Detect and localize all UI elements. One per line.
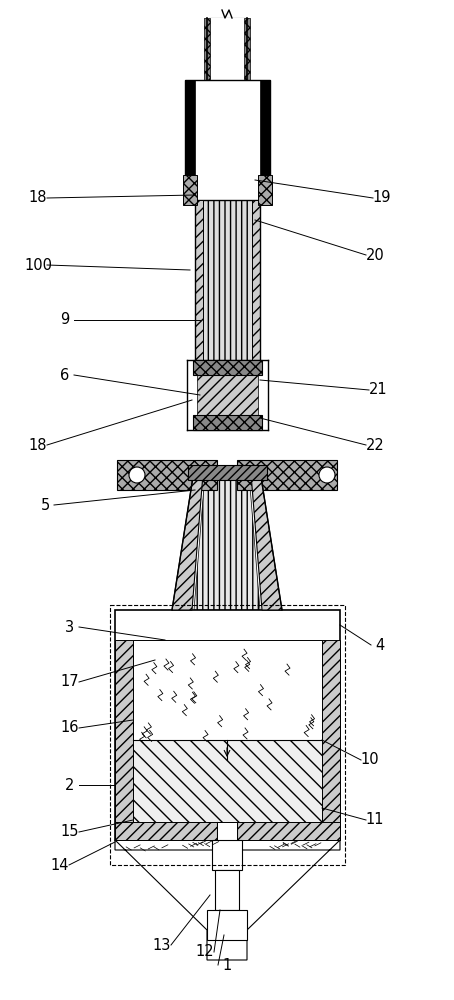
Text: 9: 9 xyxy=(60,312,69,328)
Text: 10: 10 xyxy=(360,752,379,768)
Bar xyxy=(212,840,242,870)
Bar xyxy=(110,605,345,865)
Text: 18: 18 xyxy=(29,190,47,206)
Circle shape xyxy=(129,467,145,483)
Text: 21: 21 xyxy=(369,382,387,397)
Text: 18: 18 xyxy=(29,438,47,452)
Bar xyxy=(237,460,337,490)
Bar xyxy=(115,822,340,840)
Bar xyxy=(183,175,197,205)
Text: 11: 11 xyxy=(366,812,384,828)
Text: 16: 16 xyxy=(61,720,79,736)
Text: 3: 3 xyxy=(65,619,74,635)
Bar xyxy=(185,80,270,200)
Bar xyxy=(322,640,340,840)
Bar xyxy=(195,200,203,365)
Bar xyxy=(197,375,258,415)
Polygon shape xyxy=(252,480,282,610)
Bar xyxy=(117,460,217,490)
Bar xyxy=(203,200,252,365)
Text: 6: 6 xyxy=(60,367,69,382)
Bar xyxy=(204,18,210,98)
Text: 15: 15 xyxy=(61,824,79,840)
Text: 17: 17 xyxy=(61,674,79,690)
Polygon shape xyxy=(115,840,340,960)
Bar xyxy=(133,640,322,740)
Text: 5: 5 xyxy=(40,497,49,512)
Circle shape xyxy=(319,467,335,483)
Bar xyxy=(193,360,262,375)
Text: 20: 20 xyxy=(365,247,385,262)
Polygon shape xyxy=(194,480,260,610)
Text: 12: 12 xyxy=(196,944,214,960)
Bar xyxy=(193,415,262,430)
Text: 19: 19 xyxy=(373,190,391,206)
Text: 4: 4 xyxy=(375,638,385,652)
Bar xyxy=(217,822,237,840)
Text: 22: 22 xyxy=(365,438,385,452)
Bar xyxy=(215,870,239,910)
Bar xyxy=(252,200,260,365)
Text: 100: 100 xyxy=(24,257,52,272)
Bar xyxy=(244,18,250,98)
Text: 13: 13 xyxy=(153,938,171,952)
Bar xyxy=(185,80,195,200)
Bar xyxy=(115,610,340,840)
Bar xyxy=(208,18,246,130)
Bar xyxy=(260,80,270,200)
Text: 14: 14 xyxy=(51,857,69,872)
Bar xyxy=(188,465,266,480)
Bar xyxy=(133,740,322,822)
Text: 2: 2 xyxy=(65,778,75,792)
Text: 1: 1 xyxy=(222,958,232,972)
Bar xyxy=(207,910,247,940)
Bar xyxy=(115,640,133,840)
Bar xyxy=(258,175,272,205)
Polygon shape xyxy=(172,480,202,610)
